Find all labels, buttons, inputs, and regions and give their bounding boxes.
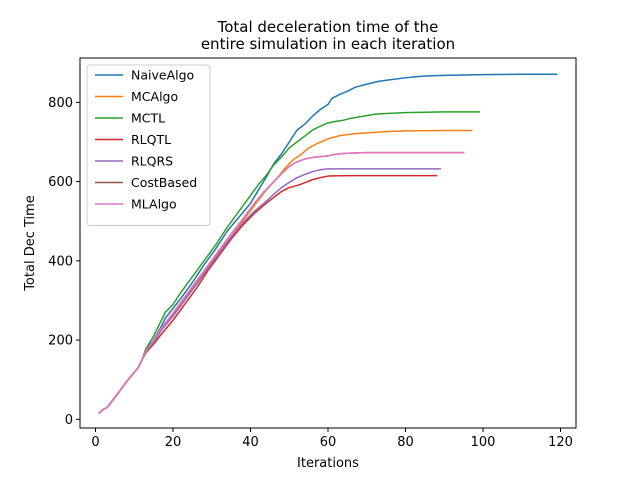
legend-label-mctl: MCTL [131,111,165,126]
y-tick-label: 200 [48,334,73,349]
y-axis-label: Total Dec Time [23,195,38,292]
plot-lines [98,73,558,415]
x-tick-label: 60 [320,435,337,450]
y-tick-label: 0 [65,413,73,428]
chart-title-line-1: Total deceleration time of the [217,18,439,36]
x-tick-label: 40 [242,435,259,450]
x-tick-label: 100 [471,435,496,450]
x-tick-label: 120 [548,435,573,450]
y-tick-label: 400 [48,254,73,269]
x-axis-label: Iterations [297,456,359,471]
x-axis: 0 20 40 60 80 100 120 [91,428,573,450]
x-tick-label: 80 [397,435,414,450]
y-tick-label: 800 [48,96,73,111]
legend-label-mlalgo: MLAlgo [131,197,177,212]
legend-label-costbased: CostBased [131,175,197,190]
chart-title-line-2: entire simulation in each iteration [201,35,455,53]
legend-label-rlqrs: RLQRS [131,154,173,169]
legend-label-mcalgo: MCAlgo [131,89,178,104]
series-line-mlalgo [98,151,465,415]
x-tick-label: 20 [165,435,182,450]
legend: NaiveAlgo MCAlgo MCTL RLQTL RLQRS CostBased ML… [86,64,211,226]
y-tick-label: 600 [48,175,73,190]
legend-label-rlqtl: RLQTL [131,132,171,147]
x-tick-label: 0 [91,435,99,450]
legend-label-naivealgo: NaiveAlgo [131,68,194,83]
y-axis: 0 200 400 600 800 [48,96,80,428]
legend-box [86,64,211,226]
